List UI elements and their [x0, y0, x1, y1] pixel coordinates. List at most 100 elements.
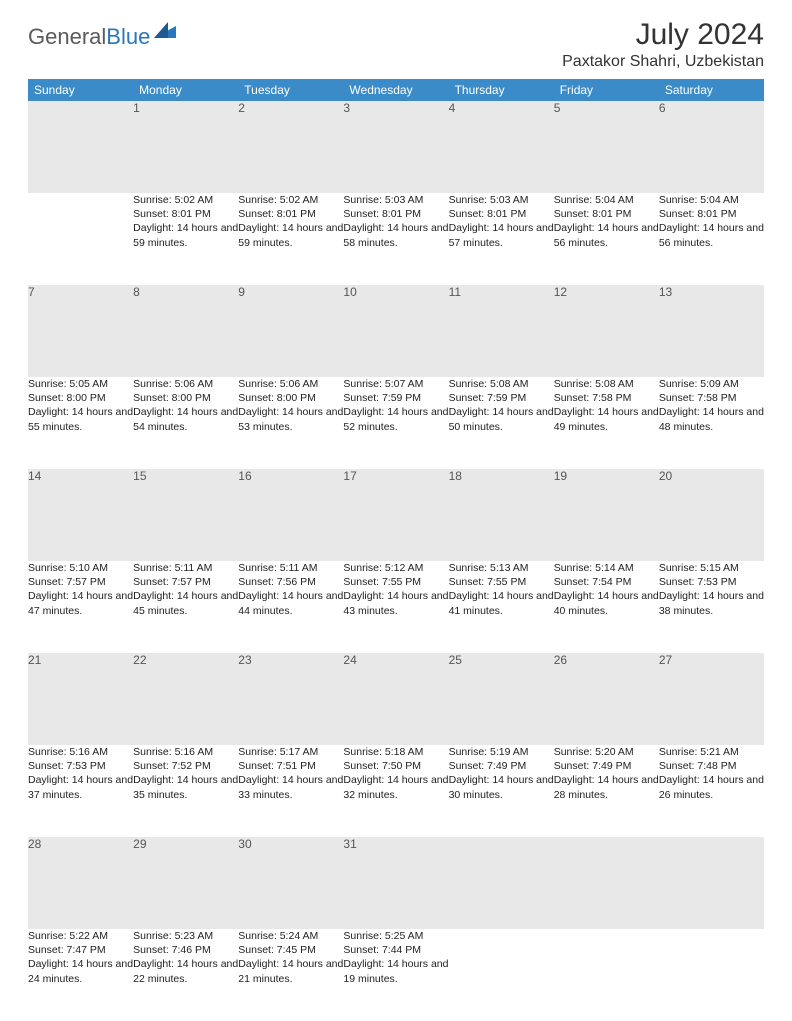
day-number-cell: 15 [133, 469, 238, 561]
sunset-text: Sunset: 8:00 PM [238, 391, 343, 405]
weekday-header: Sunday [28, 79, 133, 101]
daylight-text: Daylight: 14 hours and 53 minutes. [238, 405, 343, 433]
sunrise-text: Sunrise: 5:15 AM [659, 561, 764, 575]
day-number-cell: 11 [449, 285, 554, 377]
day-content-cell [659, 929, 764, 1021]
day-content-cell: Sunrise: 5:14 AMSunset: 7:54 PMDaylight:… [554, 561, 659, 653]
day-number-cell: 24 [343, 653, 448, 745]
daylight-text: Daylight: 14 hours and 33 minutes. [238, 773, 343, 801]
sunrise-text: Sunrise: 5:03 AM [343, 193, 448, 207]
day-number-cell: 5 [554, 101, 659, 193]
day-number-row: 123456 [28, 101, 764, 193]
daylight-text: Daylight: 14 hours and 49 minutes. [554, 405, 659, 433]
sunrise-text: Sunrise: 5:13 AM [449, 561, 554, 575]
weekday-header: Thursday [449, 79, 554, 101]
day-number-cell [659, 837, 764, 929]
daylight-text: Daylight: 14 hours and 41 minutes. [449, 589, 554, 617]
calendar-table: SundayMondayTuesdayWednesdayThursdayFrid… [28, 79, 764, 1021]
sunset-text: Sunset: 7:59 PM [449, 391, 554, 405]
sunrise-text: Sunrise: 5:02 AM [133, 193, 238, 207]
sunset-text: Sunset: 7:50 PM [343, 759, 448, 773]
daylight-text: Daylight: 14 hours and 30 minutes. [449, 773, 554, 801]
daylight-text: Daylight: 14 hours and 37 minutes. [28, 773, 133, 801]
sunrise-text: Sunrise: 5:08 AM [554, 377, 659, 391]
daylight-text: Daylight: 14 hours and 59 minutes. [238, 221, 343, 249]
calendar-page: GeneralBlue July 2024 Paxtakor Shahri, U… [0, 0, 792, 1021]
day-number-cell: 22 [133, 653, 238, 745]
day-content-cell: Sunrise: 5:25 AMSunset: 7:44 PMDaylight:… [343, 929, 448, 1021]
day-number-cell: 29 [133, 837, 238, 929]
day-content-cell: Sunrise: 5:16 AMSunset: 7:53 PMDaylight:… [28, 745, 133, 837]
day-content-cell: Sunrise: 5:11 AMSunset: 7:57 PMDaylight:… [133, 561, 238, 653]
day-content-cell: Sunrise: 5:06 AMSunset: 8:00 PMDaylight:… [133, 377, 238, 469]
daylight-text: Daylight: 14 hours and 57 minutes. [449, 221, 554, 249]
daylight-text: Daylight: 14 hours and 38 minutes. [659, 589, 764, 617]
day-content-cell: Sunrise: 5:08 AMSunset: 7:59 PMDaylight:… [449, 377, 554, 469]
day-number-cell: 18 [449, 469, 554, 561]
day-number-cell: 31 [343, 837, 448, 929]
day-content-cell: Sunrise: 5:04 AMSunset: 8:01 PMDaylight:… [659, 193, 764, 285]
sunrise-text: Sunrise: 5:20 AM [554, 745, 659, 759]
day-number-cell: 8 [133, 285, 238, 377]
logo: GeneralBlue [28, 18, 180, 50]
day-content-row: Sunrise: 5:10 AMSunset: 7:57 PM Daylight:… [28, 561, 764, 653]
sunrise-text: Sunrise: 5:10 AM [28, 561, 133, 575]
sunrise-text: Sunrise: 5:04 AM [554, 193, 659, 207]
day-number-cell: 23 [238, 653, 343, 745]
daylight-text: Daylight: 14 hours and 19 minutes. [343, 957, 448, 985]
daylight-text: Daylight: 14 hours and 56 minutes. [659, 221, 764, 249]
sunrise-text: Sunrise: 5:19 AM [449, 745, 554, 759]
daylight-text: Daylight: 14 hours and 52 minutes. [343, 405, 448, 433]
sunrise-text: Sunrise: 5:17 AM [238, 745, 343, 759]
day-number-cell [554, 837, 659, 929]
daylight-text: Daylight: 14 hours and 58 minutes. [343, 221, 448, 249]
sunrise-text: Sunrise: 5:02 AM [238, 193, 343, 207]
daylight-text: Daylight: 14 hours and 43 minutes. [343, 589, 448, 617]
day-content-cell: Sunrise: 5:21 AMSunset: 7:48 PMDaylight:… [659, 745, 764, 837]
day-content-cell: Sunrise: 5:24 AMSunset: 7:45 PMDaylight:… [238, 929, 343, 1021]
daylight-text: Daylight: 14 hours and 28 minutes. [554, 773, 659, 801]
daylight-text: Daylight: 14 hours and 44 minutes. [238, 589, 343, 617]
day-content-cell: Sunrise: 5:18 AMSunset: 7:50 PMDaylight:… [343, 745, 448, 837]
daylight-text: Daylight: 14 hours and 55 minutes. [28, 405, 133, 433]
day-content-cell [28, 193, 133, 285]
sunset-text: Sunset: 8:00 PM [28, 391, 133, 405]
sunset-text: Sunset: 8:01 PM [343, 207, 448, 221]
day-number-cell: 3 [343, 101, 448, 193]
day-number-cell: 20 [659, 469, 764, 561]
daylight-text: Daylight: 14 hours and 21 minutes. [238, 957, 343, 985]
day-content-cell: Sunrise: 5:02 AMSunset: 8:01 PMDaylight:… [133, 193, 238, 285]
day-content-row: Sunrise: 5:16 AMSunset: 7:53 PMDaylight:… [28, 745, 764, 837]
day-content-cell: Sunrise: 5:03 AMSunset: 8:01 PMDaylight:… [343, 193, 448, 285]
day-number-cell: 1 [133, 101, 238, 193]
sunrise-text: Sunrise: 5:08 AM [449, 377, 554, 391]
sunrise-text: Sunrise: 5:25 AM [343, 929, 448, 943]
daylight-text: Daylight: 14 hours and 54 minutes. [133, 405, 238, 433]
sunset-text: Sunset: 7:57 PM [28, 575, 133, 589]
sunrise-text: Sunrise: 5:09 AM [659, 377, 764, 391]
day-content-cell: Sunrise: 5:12 AMSunset: 7:55 PMDaylight:… [343, 561, 448, 653]
sunset-text: Sunset: 8:01 PM [659, 207, 764, 221]
day-content-cell: Sunrise: 5:23 AMSunset: 7:46 PMDaylight:… [133, 929, 238, 1021]
sunrise-text: Sunrise: 5:05 AM [28, 377, 133, 391]
sunrise-text: Sunrise: 5:16 AM [28, 745, 133, 759]
sunrise-text: Sunrise: 5:06 AM [238, 377, 343, 391]
daylight-text: Daylight: 14 hours and 35 minutes. [133, 773, 238, 801]
sunset-text: Sunset: 7:49 PM [449, 759, 554, 773]
sunrise-text: Sunrise: 5:07 AM [343, 377, 448, 391]
day-number-cell: 26 [554, 653, 659, 745]
daylight-text: Daylight: 14 hours and 48 minutes. [659, 405, 764, 433]
sunset-text: Sunset: 7:49 PM [554, 759, 659, 773]
daylight-text: Daylight: 14 hours and 26 minutes. [659, 773, 764, 801]
sunset-text: Sunset: 7:53 PM [28, 759, 133, 773]
day-number-cell: 17 [343, 469, 448, 561]
day-number-cell: 6 [659, 101, 764, 193]
day-content-cell: Sunrise: 5:16 AMSunset: 7:52 PMDaylight:… [133, 745, 238, 837]
day-content-cell: Sunrise: 5:07 AMSunset: 7:59 PMDaylight:… [343, 377, 448, 469]
sunrise-text: Sunrise: 5:16 AM [133, 745, 238, 759]
daylight-text: Daylight: 14 hours and 40 minutes. [554, 589, 659, 617]
day-content-cell [449, 929, 554, 1021]
sunrise-text: Sunrise: 5:12 AM [343, 561, 448, 575]
day-content-cell: Sunrise: 5:08 AMSunset: 7:58 PMDaylight:… [554, 377, 659, 469]
day-content-cell: Sunrise: 5:13 AMSunset: 7:55 PMDaylight:… [449, 561, 554, 653]
